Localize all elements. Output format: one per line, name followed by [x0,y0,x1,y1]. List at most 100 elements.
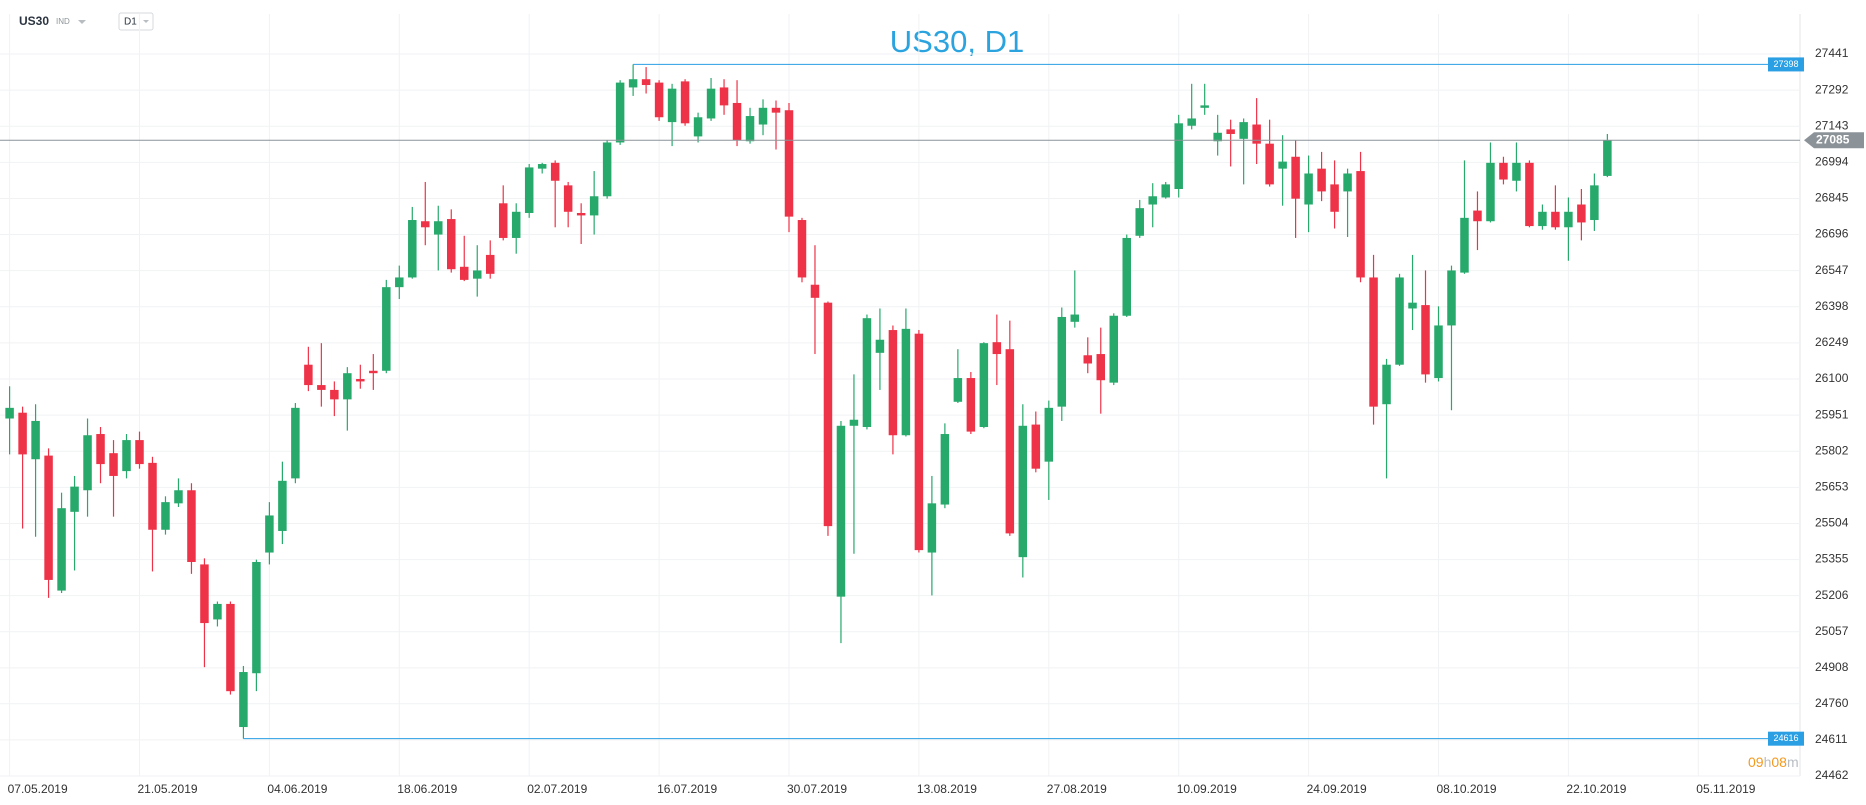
timeframe-dropdown[interactable] [143,20,149,23]
x-tick-label: 27.08.2019 [1047,782,1107,796]
candle-body [589,196,599,216]
candle-body [1122,237,1131,316]
last-price-tag [1804,132,1864,149]
candle-body [278,480,287,531]
timeframe-box[interactable] [118,12,154,31]
candle-body [460,266,469,280]
candle-body [213,603,222,620]
countdown: 09h08m [1748,754,1799,770]
y-tick-label: 24462 [1815,768,1849,782]
y-tick-label: 24611 [1815,732,1848,746]
candle-body [875,339,885,353]
candle-body [252,561,261,674]
y-tick-label: 27143 [1815,118,1849,132]
y-tick-label: 24908 [1815,660,1849,674]
x-tick-label: 16.07.2019 [657,782,717,796]
candle-body [1278,161,1287,169]
level-label: 24616 [1773,733,1798,743]
candle-body [265,515,274,553]
candle-body [693,117,703,137]
candle-body [524,167,534,213]
candle-body [109,453,118,476]
candle-body [343,373,352,400]
candle-body [1590,185,1599,221]
candle-body [239,672,248,728]
last-price-label: 27085 [1816,132,1850,146]
candle-body [602,142,612,197]
candle-body [1421,305,1430,375]
candle-body [1148,196,1157,205]
candle-body [966,378,976,432]
candle-body [5,407,14,419]
symbol-dropdown[interactable] [78,20,86,24]
candle-body [1057,316,1067,407]
candle-body [771,107,781,113]
candle-body [226,603,235,692]
candle-body [382,287,391,371]
candle-body [1499,162,1508,180]
y-tick-label: 26100 [1815,371,1849,385]
y-tick-label: 25355 [1815,552,1849,566]
level-tag [1768,57,1804,72]
chart-title: US30, D1 [890,24,1024,59]
candle-body [719,87,729,106]
candle-body [1083,355,1093,364]
y-tick-label: 25653 [1815,480,1849,494]
candle-body [654,82,664,118]
candle-body [1304,173,1313,205]
candle-body [732,102,742,141]
y-tick-label: 27441 [1815,46,1849,60]
countdown-part: 09 [1748,754,1764,770]
candle-body [187,490,196,562]
candle-body [511,211,521,238]
candle-body [1070,314,1080,322]
x-tick-label: 04.06.2019 [267,782,327,796]
candle-body [70,486,79,512]
candle-body [369,370,378,374]
candle-body [615,82,625,143]
candle-body [901,328,911,436]
x-tick-label: 30.07.2019 [787,782,847,796]
candle-body [447,219,456,270]
x-tick-label: 08.10.2019 [1437,782,1497,796]
candle-body [1447,270,1456,326]
candle-body [537,164,547,169]
candle-body [96,434,105,465]
candle-body [291,407,300,479]
x-tick-label: 21.05.2019 [138,782,198,796]
candle-body [421,221,430,228]
candle-body [1343,173,1352,192]
x-tick-label: 24.09.2019 [1307,782,1367,796]
candle-body [680,81,690,124]
candle-body [979,343,989,427]
candle-body [148,462,157,530]
candle-body [1135,208,1144,236]
candle-body [550,162,560,181]
x-tick-label: 18.06.2019 [397,782,457,796]
candle-body [1434,325,1443,379]
candle-body [1174,123,1183,189]
candle-body [1226,129,1235,134]
candle-body [498,203,508,238]
candle-body [31,420,40,460]
candle-body [1187,118,1196,126]
candle-body [395,277,404,288]
x-tick-label: 10.09.2019 [1177,782,1237,796]
candle-body [1330,184,1339,212]
y-tick-label: 26696 [1815,227,1849,241]
candle-body [641,79,651,86]
timeframe[interactable]: D1 [124,17,137,28]
candle-body [1525,162,1534,227]
candle-body [18,412,27,455]
candle-body [1577,204,1586,223]
countdown-part: 08 [1771,754,1787,770]
y-tick-label: 24760 [1815,696,1849,710]
symbol[interactable]: US30 [19,14,49,28]
candle-body [1031,424,1041,469]
candle-body [576,212,586,216]
candle-body [356,379,365,382]
x-tick-label: 02.07.2019 [527,782,587,796]
candle-body [1213,132,1222,142]
